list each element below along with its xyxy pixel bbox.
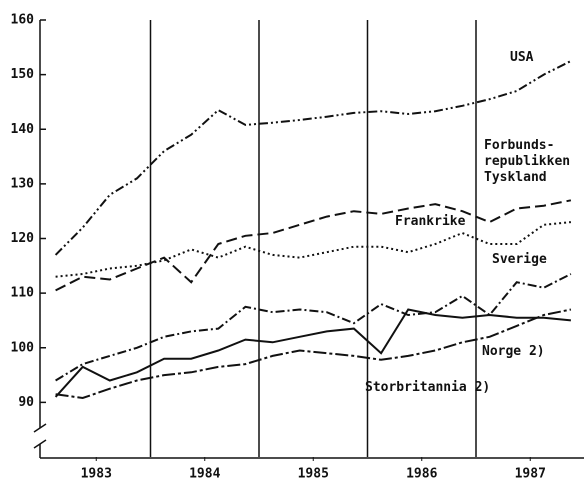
x-tick-label: 1987 bbox=[515, 467, 546, 482]
series-line bbox=[55, 199, 572, 292]
y-tick-label: 100 bbox=[11, 340, 35, 355]
series-line bbox=[55, 273, 572, 382]
y-tick-label: 130 bbox=[11, 176, 35, 191]
x-tick-label: 1985 bbox=[298, 467, 329, 482]
y-tick-label: 140 bbox=[11, 122, 35, 137]
series-label: Storbritannia 2) bbox=[365, 380, 491, 395]
y-tick-label: 120 bbox=[11, 231, 35, 246]
series-label: USA bbox=[510, 50, 534, 65]
series-label: Frankrike bbox=[395, 214, 466, 229]
series-line bbox=[55, 308, 572, 400]
axis-break bbox=[33, 423, 47, 433]
y-tick-label: 150 bbox=[11, 67, 35, 82]
y-tick-label: 160 bbox=[11, 13, 35, 28]
axis-break bbox=[33, 439, 47, 449]
y-tick-label: 110 bbox=[11, 286, 35, 301]
series-line bbox=[54, 60, 572, 256]
y-tick-label: 90 bbox=[18, 395, 34, 410]
series-line bbox=[55, 221, 571, 278]
series-label: Sverige bbox=[492, 252, 547, 267]
series-line bbox=[54, 308, 571, 398]
x-tick-label: 1984 bbox=[189, 467, 220, 482]
x-tick-label: 1983 bbox=[81, 467, 112, 482]
series-label: Forbunds- republikken Tyskland bbox=[484, 138, 571, 185]
x-tick-label: 1986 bbox=[406, 467, 437, 482]
series-label: Norge 2) bbox=[482, 344, 545, 359]
